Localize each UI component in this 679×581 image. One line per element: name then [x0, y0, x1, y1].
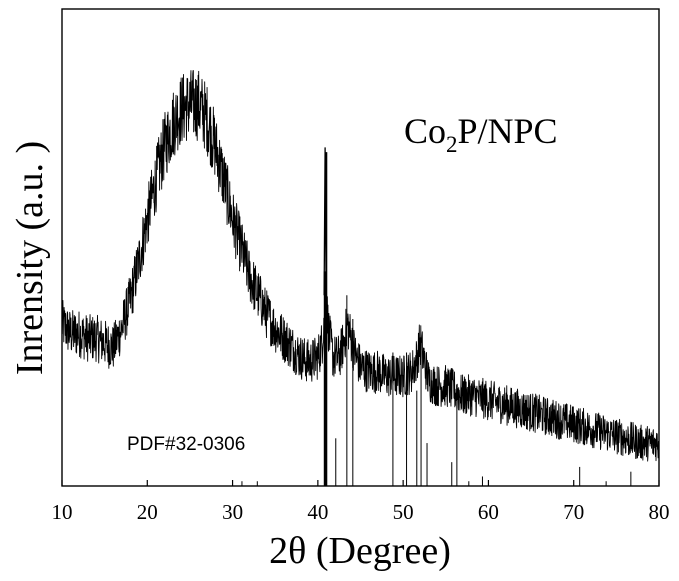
sample-annotation: Co2P/NPC [404, 111, 558, 157]
data-series-co2p-npc [62, 71, 659, 462]
x-tick-label: 60 [478, 500, 499, 524]
annotation-subscript: 2 [446, 132, 458, 157]
x-tick-label: 10 [52, 500, 73, 524]
x-axis-label: 2θ (Degree) [269, 530, 451, 572]
annotation-rest: P/NPC [458, 111, 558, 151]
x-tick-label: 50 [393, 500, 414, 524]
plot-frame [62, 9, 659, 486]
reference-peaks [242, 152, 631, 486]
x-tick-label: 40 [307, 500, 328, 524]
x-tick-label: 20 [137, 500, 158, 524]
annotation-main: Co [404, 111, 446, 151]
x-tick-labels: 10 20 30 40 50 60 70 80 [52, 500, 670, 524]
reference-label: PDF#32-0306 [127, 434, 245, 455]
y-axis-label: Inrensity (a.u. ) [9, 141, 51, 375]
x-tick-label: 70 [563, 500, 584, 524]
x-tick-label: 30 [222, 500, 243, 524]
x-ticks [62, 480, 659, 486]
x-tick-label: 80 [649, 500, 670, 524]
